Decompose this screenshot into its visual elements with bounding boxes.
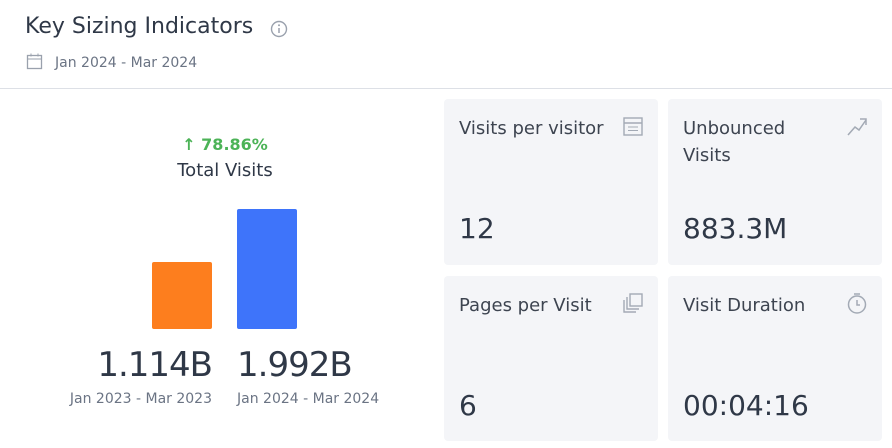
date-range: Jan 2024 - Mar 2024 [55,55,198,71]
trend-icon [847,118,867,136]
bar [152,261,212,329]
change-percent: ↑ 78.86% [125,135,325,154]
period-range: Jan 2024 - Mar 2024 [237,391,380,407]
calendar-icon [26,53,43,70]
metric-card: Unbounced Visits 883.3M [668,99,882,265]
card-title: Visits per visitor [459,118,604,139]
card-value: 6 [459,389,477,422]
card-value: 12 [459,212,495,245]
card-value: 883.3M [683,212,788,245]
up-arrow: ↑ [182,135,202,154]
metric-card: Visits per visitor 12 [444,99,658,265]
card-title: Pages per Visit [459,295,592,316]
calendar-icon [623,117,643,136]
metric-card: Pages per Visit 6 [444,276,658,441]
period-range: Jan 2023 - Mar 2023 [69,391,212,407]
clock-icon [847,293,867,314]
bar [237,209,297,329]
card-title: Visit Duration [683,295,806,316]
info-icon[interactable] [270,20,288,38]
pages-icon [623,293,643,313]
value-label: 1.114B [97,345,213,385]
value-label: 1.992B [237,345,353,385]
widget-title: Key Sizing Indicators [25,14,254,39]
card-value: 00:04:16 [683,389,809,422]
change-value: 78.86% [201,135,268,154]
metric-card: Visit Duration 00:04:16 [668,276,882,441]
card-title: Unbounced Visits [683,118,786,166]
metric-label: Total Visits [177,160,273,181]
divider [0,88,892,89]
